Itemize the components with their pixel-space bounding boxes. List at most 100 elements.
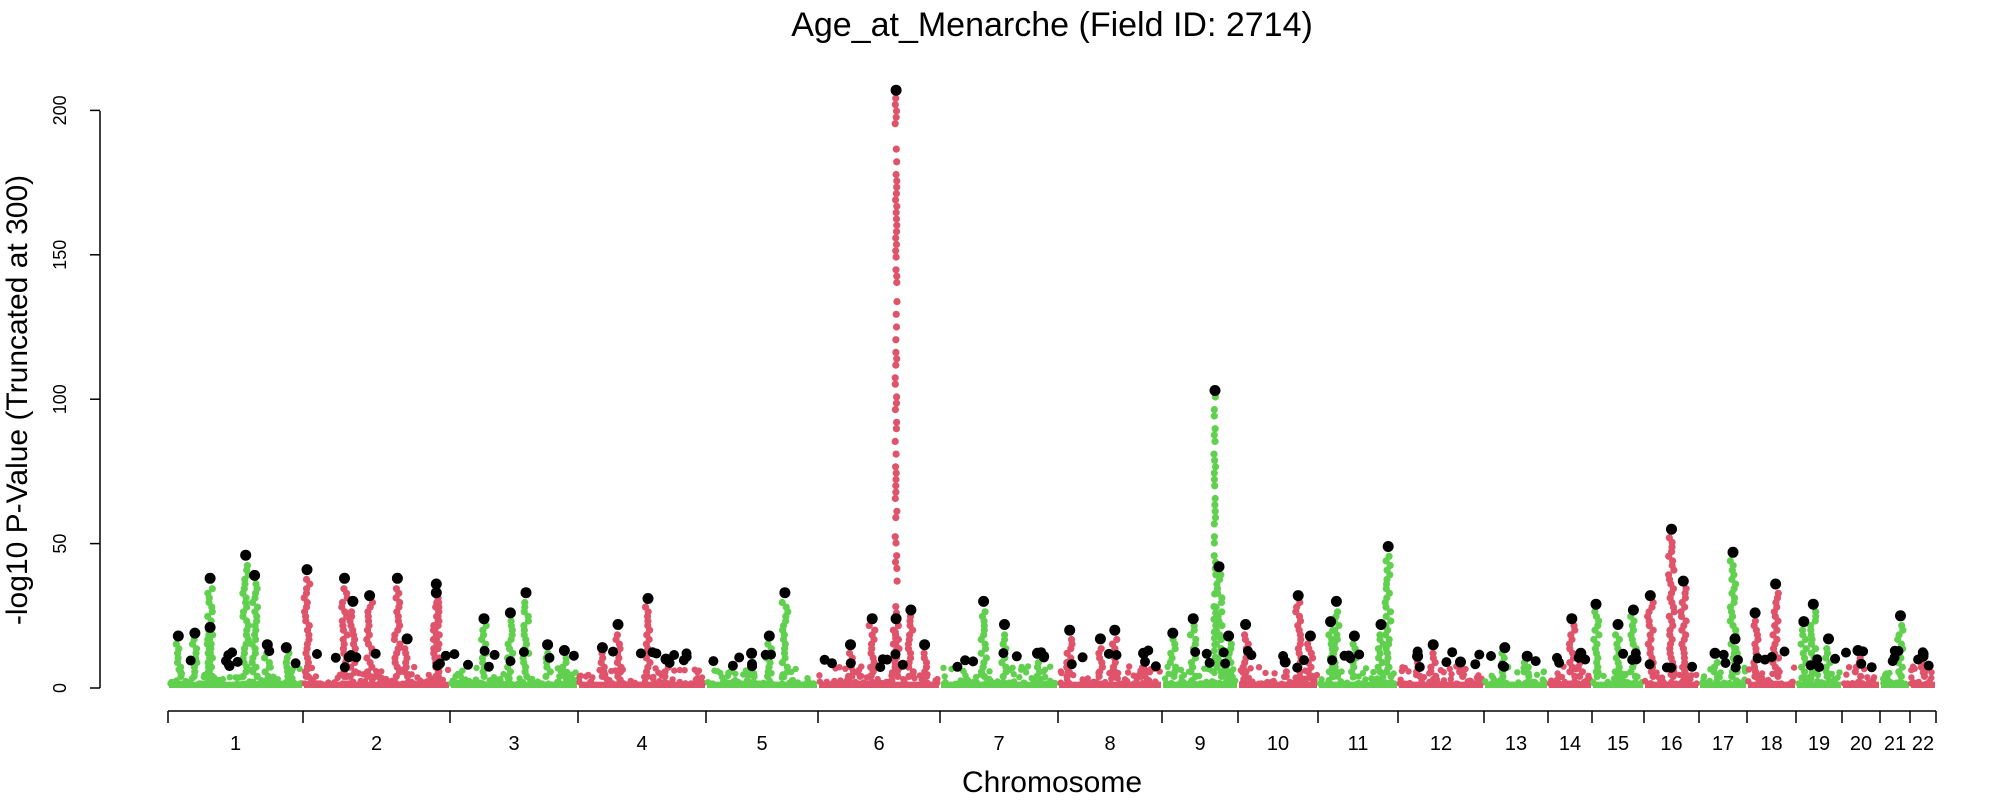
chr-8-baseline-point xyxy=(1123,678,1131,685)
chr-3-tower-point xyxy=(542,672,550,681)
chr-19-tower-point xyxy=(1797,640,1805,648)
chr-8-baseline-band xyxy=(1059,681,1161,688)
chr-12-baseline-point xyxy=(1446,665,1454,673)
chromosome-label-20: 20 xyxy=(1850,733,1872,755)
chr-17-lead-point xyxy=(1730,662,1741,673)
chr-6-baseline-point xyxy=(882,678,890,686)
chr-2-lead-hit xyxy=(347,595,359,607)
chr-21-tower-point xyxy=(1898,622,1906,630)
chr-20-tower-point xyxy=(1857,672,1865,681)
chr-11-baseline-point xyxy=(1362,665,1370,672)
chr-7-lead-hit xyxy=(978,595,990,607)
chr-14-lead-point xyxy=(1573,652,1584,663)
chr-17-tower-point xyxy=(1713,659,1721,667)
chr-7-baseline-point xyxy=(941,673,948,680)
chr-9-tower-point xyxy=(1210,469,1218,477)
chr-22-baseline-point xyxy=(1908,674,1915,681)
chr-16-lead-point xyxy=(1666,662,1677,673)
chr-13-baseline-point xyxy=(1525,680,1532,687)
chr-7-tower-point xyxy=(982,654,991,662)
chr-1-tower-point xyxy=(204,612,212,621)
chr-1-baseline-point xyxy=(242,680,249,687)
chr-9-baseline-point xyxy=(1180,678,1187,686)
chr-7-lead-point xyxy=(968,656,979,667)
chr-9-lead-hit xyxy=(1167,627,1179,639)
chr-3-baseline-point xyxy=(472,676,480,683)
chr-7-baseline-point xyxy=(1010,678,1018,685)
chr-6-tower-point xyxy=(893,202,901,210)
chr-19-tower-point xyxy=(1798,626,1807,634)
chr-14-baseline-point xyxy=(1575,680,1582,687)
chr-12-baseline-point xyxy=(1453,680,1460,687)
chr-6-tower-point xyxy=(891,494,899,503)
chr-2-lead-point xyxy=(435,658,445,669)
chr-9-tower-point xyxy=(1187,659,1195,667)
chr-5-tower-point xyxy=(783,663,791,671)
chr-8-tower-point xyxy=(1137,672,1145,681)
chr-19-lead-point xyxy=(1814,662,1825,673)
chr-6-tower-point xyxy=(889,640,898,648)
chr-15-lead-point xyxy=(1618,648,1629,659)
chromosome-label-1: 1 xyxy=(230,733,241,755)
chr-3-baseline-point xyxy=(477,679,485,686)
chr-4-baseline-point xyxy=(621,680,628,687)
chr-6-tower-point xyxy=(892,94,900,102)
chr-7-baseline-point xyxy=(960,668,967,675)
chr-5-baseline-point xyxy=(729,678,736,686)
chr-3-lead-point xyxy=(505,656,516,667)
chr-6-tower-point xyxy=(892,253,900,261)
chr-3-baseline-point xyxy=(528,675,536,683)
chr-3-lead-point xyxy=(518,647,529,657)
chr-2-baseline-point xyxy=(317,680,325,687)
chr-1-lead-point xyxy=(264,646,275,657)
chr-2-lead-hit xyxy=(401,633,413,645)
chr-17-lead-point xyxy=(1733,654,1743,665)
chr-5-baseline-point xyxy=(794,679,802,686)
chr-1-baseline-point xyxy=(285,680,293,687)
chr-20-baseline-point xyxy=(1845,664,1853,671)
chr-6-tower-point xyxy=(893,221,901,229)
chr-1-tower-point xyxy=(253,672,261,681)
chr-5-baseline-point xyxy=(810,680,817,687)
chr-6-tower-point xyxy=(893,272,901,280)
chr-6-lead-point xyxy=(882,654,892,665)
chr-1-baseline-point xyxy=(250,678,257,686)
chr-3-lead-hit xyxy=(504,607,516,619)
chr-11-tower-point xyxy=(1335,622,1343,630)
chr-12-tower-point xyxy=(1427,663,1435,671)
chr-19-lead-hit xyxy=(1823,633,1834,645)
chr-12-baseline-point xyxy=(1473,674,1481,681)
chromosome-label-12: 12 xyxy=(1430,733,1452,755)
chr-12-baseline-point xyxy=(1448,671,1455,678)
chr-4-baseline-point xyxy=(682,680,689,687)
chr-2-lead-point xyxy=(330,652,341,663)
chr-15-baseline-point xyxy=(1590,678,1597,686)
chromosome-label-15: 15 xyxy=(1607,733,1629,755)
chr-9-tower-point xyxy=(1210,533,1218,541)
chr-11-baseline-point xyxy=(1362,676,1369,683)
chr-10-lead-point xyxy=(1299,655,1309,666)
chr-6-tower-point xyxy=(893,355,901,363)
chr-15-baseline-point xyxy=(1622,680,1630,687)
chr-18-baseline-point xyxy=(1761,680,1769,687)
chr-1-lead-point xyxy=(221,655,231,666)
chr-3-baseline-point xyxy=(473,664,480,672)
chr-1-baseline-point xyxy=(232,674,239,681)
chr-2-tower-point xyxy=(302,575,311,584)
chr-6-tower-point xyxy=(892,247,900,255)
chr-5-lead-point xyxy=(727,660,738,671)
chr-1-tower-point xyxy=(265,659,273,667)
chromosome-label-2: 2 xyxy=(371,733,382,755)
chr-12-lead-point xyxy=(1414,662,1425,672)
chr-6-tower-point xyxy=(844,672,853,681)
chr-6-tower-point xyxy=(892,336,900,344)
chr-7-baseline-point xyxy=(1010,671,1017,678)
chr-6-tower-point xyxy=(845,649,854,657)
chr-7-baseline-point xyxy=(973,673,980,681)
chr-9-baseline-point xyxy=(1197,680,1204,687)
chr-18-tower-point xyxy=(1751,617,1759,625)
chart-title: Age_at_Menarche (Field ID: 2714) xyxy=(791,6,1313,44)
chromosome-label-5: 5 xyxy=(756,733,767,755)
chr-6-tower-point xyxy=(892,266,900,274)
chr-7-lead-point xyxy=(960,655,971,666)
